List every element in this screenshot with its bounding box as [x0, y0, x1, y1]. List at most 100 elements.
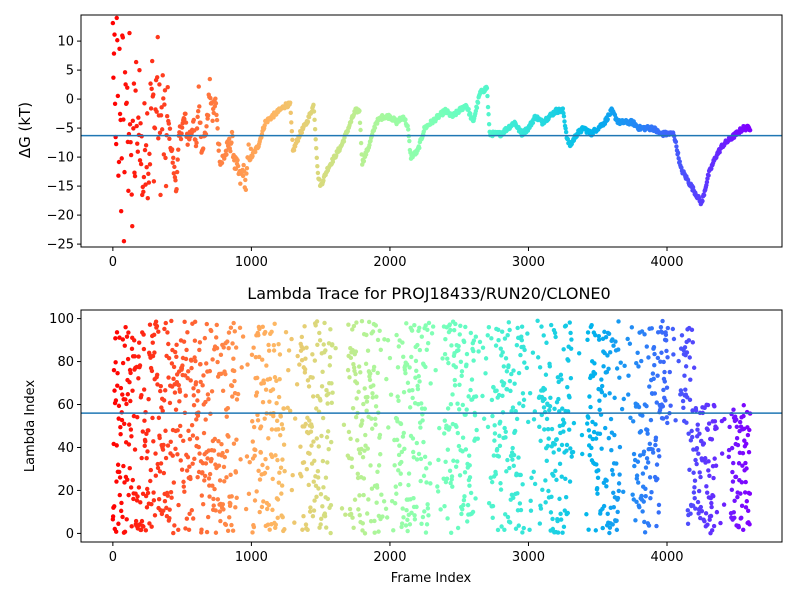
lambda-point	[480, 345, 486, 350]
lambda-point	[213, 508, 218, 513]
lambda-point	[364, 408, 369, 413]
lambda-point	[244, 454, 250, 459]
lambda-point	[202, 478, 207, 483]
lambda-point	[407, 365, 412, 370]
lambda-point	[172, 390, 178, 395]
lambda-point	[120, 337, 126, 342]
lambda-point	[486, 325, 492, 330]
lambda-point	[145, 449, 150, 454]
lambda-point	[141, 524, 146, 529]
lambda-point	[253, 355, 259, 360]
lambda-point	[421, 439, 426, 445]
lambda-point	[591, 429, 597, 435]
lambda-point	[649, 326, 654, 331]
delta-g-point	[169, 147, 175, 152]
lambda-point	[129, 434, 134, 439]
delta-g-point	[178, 136, 184, 142]
lambda-point	[353, 371, 358, 377]
lambda-point	[663, 332, 669, 338]
lambda-point	[590, 419, 595, 425]
lambda-point	[270, 476, 275, 482]
lambda-point	[459, 373, 464, 379]
lambda-point	[418, 456, 424, 462]
lambda-point	[221, 464, 227, 470]
lambda-point	[732, 515, 737, 520]
lambda-point	[274, 418, 280, 424]
lambda-x-axis-label: Frame Index	[391, 571, 472, 586]
lambda-point	[136, 340, 142, 345]
lambda-point	[308, 505, 313, 510]
lambda-point	[147, 322, 153, 327]
lambda-point	[640, 509, 645, 514]
lambda-point	[151, 498, 157, 503]
lambda-point	[363, 361, 369, 366]
lambda-point	[252, 498, 258, 503]
lambda-point	[115, 383, 120, 388]
lambda-point	[660, 330, 665, 335]
lambda-point	[114, 330, 120, 335]
lambda-point	[203, 461, 209, 466]
lambda-point	[719, 451, 725, 456]
delta-g-point	[244, 165, 250, 171]
lambda-point	[696, 511, 701, 516]
delta-g-point	[291, 148, 297, 153]
delta-g-point	[131, 126, 136, 131]
lambda-point	[687, 467, 692, 472]
lambda-point	[278, 432, 283, 438]
lambda-point	[164, 505, 169, 511]
lambda-point	[614, 518, 619, 523]
lambda-point	[330, 342, 335, 347]
lambda-point	[656, 510, 661, 515]
lambda-point	[402, 446, 407, 452]
delta-g-point	[372, 125, 378, 131]
lambda-point	[545, 426, 551, 432]
lambda-point	[425, 341, 431, 346]
y-tick-label: 10	[57, 35, 74, 50]
delta-g-point	[235, 163, 241, 169]
lambda-point	[353, 349, 359, 354]
lambda-point	[255, 418, 261, 423]
lambda-point	[607, 525, 613, 530]
lambda-point	[140, 491, 146, 496]
lambda-point	[743, 460, 748, 466]
lambda-point	[386, 425, 391, 430]
lambda-point	[196, 388, 201, 394]
lambda-point	[320, 369, 325, 374]
delta-g-point	[194, 126, 200, 131]
lambda-point	[520, 482, 525, 487]
lambda-point	[113, 360, 118, 365]
lambda-point	[186, 428, 191, 434]
lambda-point	[541, 333, 546, 338]
delta-g-point	[138, 161, 144, 167]
lambda-point	[322, 320, 327, 326]
lambda-point	[452, 377, 457, 383]
delta-g-point	[262, 123, 267, 128]
lambda-point	[369, 416, 374, 421]
lambda-point	[587, 453, 592, 458]
lambda-point	[473, 394, 479, 399]
lambda-x-ticks: 0 1000 2000 3000 4000	[109, 542, 684, 565]
delta-g-point	[158, 192, 163, 198]
x-tick-label: 1000	[235, 255, 268, 270]
lambda-point	[233, 470, 239, 475]
delta-g-point	[154, 109, 159, 114]
lambda-point	[502, 527, 507, 532]
lambda-point	[453, 321, 458, 327]
lambda-point	[656, 447, 661, 453]
lambda-point	[229, 494, 234, 499]
lambda-point	[328, 439, 334, 445]
lambda-point	[605, 511, 610, 517]
lambda-point	[144, 505, 150, 510]
lambda-point	[258, 450, 264, 455]
lambda-point	[126, 492, 131, 498]
lambda-point	[183, 526, 188, 531]
lambda-point	[116, 521, 121, 526]
lambda-point	[399, 459, 404, 465]
lambda-point	[709, 504, 714, 510]
lambda-point	[426, 320, 432, 326]
lambda-point	[563, 476, 568, 482]
lambda-point	[490, 413, 495, 419]
lambda-point	[173, 349, 178, 355]
lambda-point	[360, 454, 366, 460]
lambda-point	[357, 512, 362, 518]
